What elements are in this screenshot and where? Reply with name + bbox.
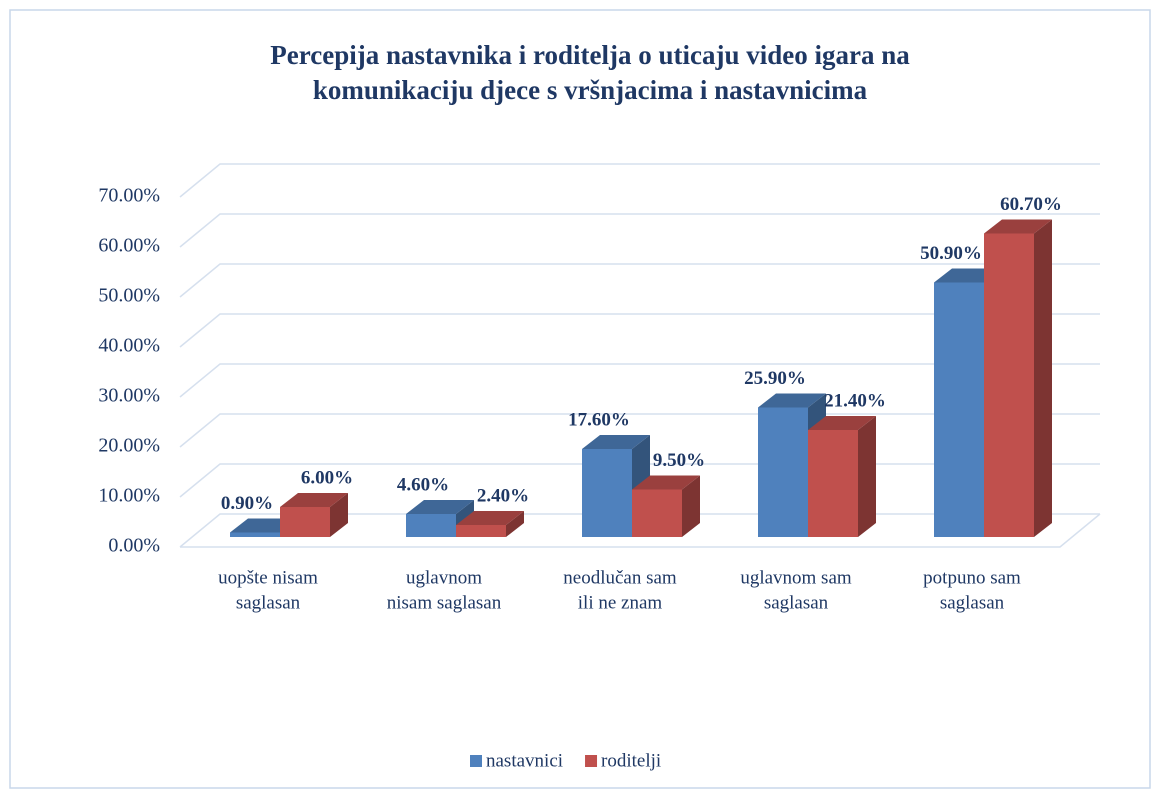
bar-face <box>406 514 456 537</box>
floor <box>180 513 1101 548</box>
bar-face <box>1034 219 1052 537</box>
bar-face <box>582 449 632 537</box>
bar-face <box>632 489 682 537</box>
x-tick-label: saglasan <box>940 592 1005 613</box>
chart-title: komunikaciju djece s vršnjacima i nastav… <box>313 75 868 105</box>
data-label: 60.70% <box>1000 194 1062 215</box>
bar-face <box>858 416 876 537</box>
x-tick-label: neodlučan sam <box>563 567 677 588</box>
legend-label: roditelji <box>601 750 661 771</box>
legend-label: nastavnici <box>486 750 563 771</box>
bar-face <box>456 511 524 525</box>
bar <box>808 416 876 537</box>
grid-line <box>179 213 1100 248</box>
bar-face <box>330 493 348 537</box>
x-tick-label: ili ne znam <box>578 592 663 613</box>
data-label: 9.50% <box>653 450 705 471</box>
x-tick-label: saglasan <box>764 592 829 613</box>
x-tick-label: uglavnom <box>406 567 482 588</box>
x-tick-label: uopšte nisam <box>218 567 318 588</box>
y-tick-label: 0.00% <box>108 535 160 557</box>
x-tick-label: saglasan <box>236 592 301 613</box>
bar-face <box>758 393 826 408</box>
data-label: 25.90% <box>744 368 806 389</box>
y-tick-label: 10.00% <box>98 485 160 507</box>
y-tick-label: 60.00% <box>98 235 160 257</box>
y-tick-label: 20.00% <box>98 435 160 457</box>
bar-face <box>456 525 506 537</box>
x-tick-label: nisam saglasan <box>387 592 502 613</box>
bar-face <box>758 407 808 537</box>
legend-swatch <box>585 755 598 767</box>
chart-title: Percepija nastavnika i roditelja o utica… <box>270 40 910 70</box>
bar-face <box>230 532 280 537</box>
y-tick-label: 40.00% <box>98 335 160 357</box>
bar-face <box>984 219 1052 234</box>
bar <box>984 219 1052 537</box>
y-tick-label: 30.00% <box>98 385 160 407</box>
bar-face <box>934 282 984 537</box>
bar-face <box>632 475 700 490</box>
data-label: 0.90% <box>221 493 273 514</box>
bar-face <box>582 435 650 449</box>
grid-line <box>179 263 1100 298</box>
x-tick-label: potpuno sam <box>923 567 1021 588</box>
bar-face <box>406 500 474 514</box>
data-label: 6.00% <box>301 467 353 488</box>
data-label: 21.40% <box>824 390 886 411</box>
grid-line <box>179 163 1100 198</box>
x-tick-label: uglavnom sam <box>740 567 852 588</box>
data-label: 50.90% <box>920 243 982 264</box>
grid-line <box>179 313 1100 348</box>
data-label: 4.60% <box>397 474 449 495</box>
bar <box>280 493 348 537</box>
data-label: 2.40% <box>477 485 529 506</box>
y-tick-label: 50.00% <box>98 285 160 307</box>
y-tick-label: 70.00% <box>98 185 160 207</box>
bar-face <box>506 511 524 537</box>
legend-swatch <box>470 755 482 767</box>
bar-face <box>280 493 348 507</box>
data-label: 17.60% <box>568 409 630 430</box>
grid-line <box>179 363 1100 398</box>
bar-face <box>808 430 858 537</box>
bar-face <box>984 233 1034 537</box>
bar-face <box>808 416 876 430</box>
bar <box>632 475 700 537</box>
bar-face <box>682 475 700 537</box>
bar-face <box>280 507 330 537</box>
bar <box>456 511 524 537</box>
